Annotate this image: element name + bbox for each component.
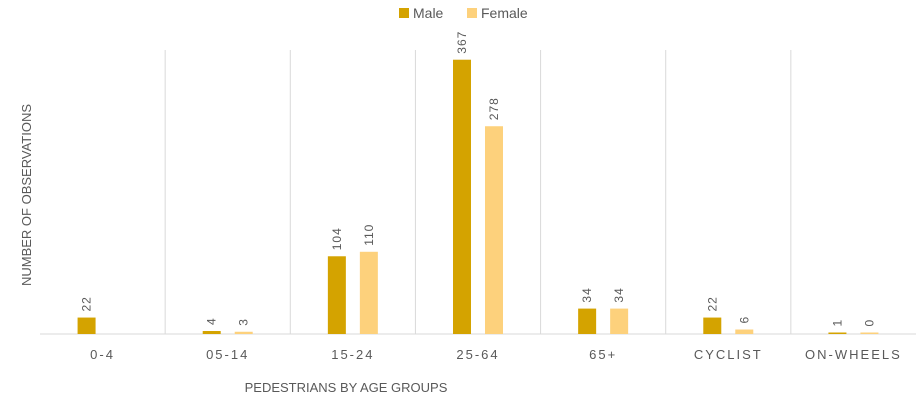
legend-label-female: Female <box>481 5 528 21</box>
data-label-female-15-24: 110 <box>362 224 376 246</box>
x-tick-15-24: 15-24 <box>331 347 374 362</box>
bar-male-25-64 <box>453 59 471 334</box>
bar-female-25-64 <box>485 126 503 334</box>
data-label-female-65-: 34 <box>612 287 626 302</box>
data-label-female-25-64: 278 <box>487 97 501 120</box>
legend-label-male: Male <box>413 5 444 21</box>
bar-male-0-4 <box>77 317 96 334</box>
data-label-female-on-wheels: 0 <box>862 319 876 327</box>
data-label-male-0-4: 22 <box>80 296 94 311</box>
data-label-male-cyclist: 22 <box>705 296 719 311</box>
data-label-male-on-wheels: 1 <box>830 319 844 327</box>
data-label-female-05-14: 3 <box>237 318 251 326</box>
x-tick-on-wheels: ON-WHEELS <box>805 347 902 362</box>
bar-male-65- <box>578 308 597 334</box>
bar-male-cyclist <box>703 317 722 334</box>
x-axis-title: PEDESTRIANS BY AGE GROUPS <box>245 380 448 395</box>
bar-male-05-14 <box>202 331 221 334</box>
x-tick-0-4: 0-4 <box>90 347 115 362</box>
bar-female-cyclist <box>735 329 754 334</box>
data-label-male-05-14: 4 <box>205 317 219 325</box>
x-tick-65-: 65+ <box>589 347 617 362</box>
data-labels: 22 4 3 104 110 367 278 34 34 22 6 1 0 <box>80 31 877 327</box>
bar-female-15-24 <box>359 251 378 334</box>
x-tick-25-64: 25-64 <box>456 347 499 362</box>
y-axis-title: NUMBER OF OBSERVATIONS <box>19 104 34 286</box>
bars <box>77 59 879 334</box>
data-label-male-25-64: 367 <box>455 31 469 54</box>
bar-female-05-14 <box>234 331 253 334</box>
x-tick-labels: 0-4 05-14 15-24 25-64 65+ CYCLIST ON-WHEELS <box>90 347 902 362</box>
legend-swatch-male <box>399 8 409 18</box>
bar-female-on-wheels <box>860 332 879 334</box>
bar-male-15-24 <box>327 256 346 334</box>
legend-swatch-female <box>467 8 477 18</box>
bar-female-65- <box>610 308 629 334</box>
x-tick-05-14: 05-14 <box>206 347 249 362</box>
category-gridlines <box>164 50 792 334</box>
data-label-female-cyclist: 6 <box>737 316 751 324</box>
x-tick-cyclist: CYCLIST <box>694 347 763 362</box>
legend: Male Female <box>399 5 528 21</box>
data-label-male-65-: 34 <box>580 287 594 302</box>
bar-male-on-wheels <box>828 332 847 334</box>
data-label-male-15-24: 104 <box>330 227 344 250</box>
